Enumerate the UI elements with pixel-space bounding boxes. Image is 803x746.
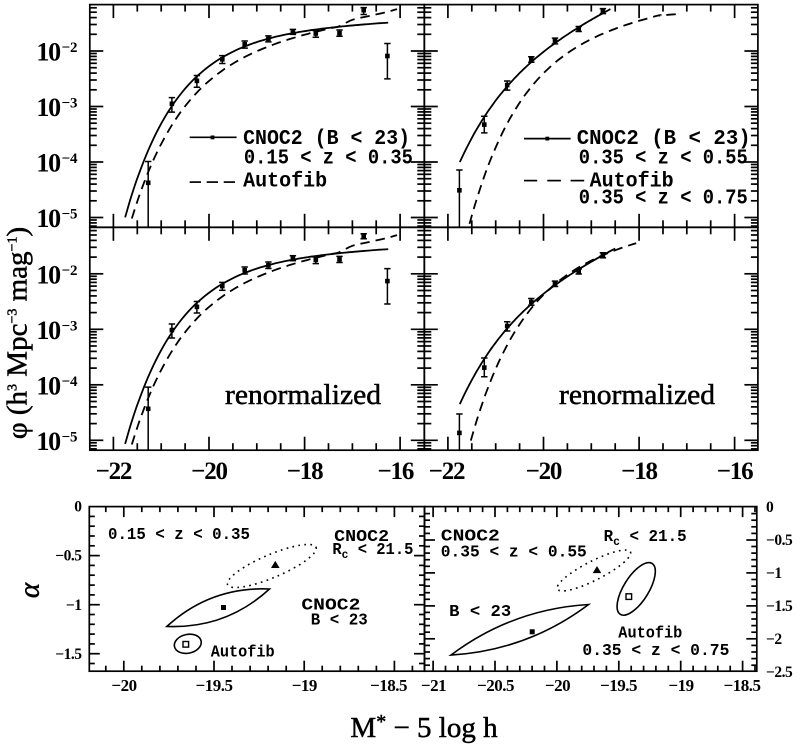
svg-text:−0.5: −0.5: [766, 532, 793, 549]
svg-text:CNOC2: CNOC2: [334, 527, 389, 546]
svg-text:−19: −19: [668, 676, 693, 695]
svg-text:−19.5: −19.5: [196, 676, 233, 695]
svg-text:B < 23: B < 23: [311, 610, 368, 629]
svg-text:0: 0: [766, 499, 774, 516]
svg-text:0.35 < z < 0.75: 0.35 < z < 0.75: [582, 641, 729, 660]
svg-text:−1.5: −1.5: [55, 646, 82, 663]
svg-text:0.15 < z < 0.35: 0.15 < z < 0.35: [244, 148, 413, 171]
svg-text:CNOC2 (B < 23): CNOC2 (B < 23): [577, 128, 751, 151]
svg-text:−0.5: −0.5: [55, 548, 82, 565]
svg-text:−18: −18: [287, 458, 323, 485]
svg-text:−20: −20: [111, 676, 136, 695]
svg-text:−21: −21: [421, 676, 446, 695]
svg-text:10−4: 10 −4: [36, 149, 78, 178]
svg-text:−20.5: −20.5: [477, 676, 514, 695]
svg-text:renormalized: renormalized: [559, 379, 715, 411]
svg-text:−16: −16: [717, 458, 753, 485]
svg-text:−22: −22: [96, 458, 132, 485]
svg-text:M* − 5 log h: M* − 5 log h: [350, 711, 498, 744]
svg-text:φ (h3 Mpc−3 mag−1): φ (h3 Mpc−3 mag−1): [2, 227, 34, 439]
svg-text:−18.5: −18.5: [724, 676, 761, 695]
svg-text:−20: −20: [526, 458, 562, 485]
svg-text:CNOC2: CNOC2: [441, 527, 500, 546]
svg-text:Autofib: Autofib: [618, 624, 682, 643]
svg-text:0.15 < z < 0.35: 0.15 < z < 0.35: [108, 525, 250, 544]
svg-text:−1: −1: [66, 597, 82, 614]
svg-text:−1.5: −1.5: [766, 598, 793, 615]
svg-text:CNOC2 (B < 23): CNOC2 (B < 23): [243, 128, 410, 151]
svg-text:B < 23: B < 23: [449, 602, 511, 621]
svg-text:Autofib: Autofib: [211, 643, 275, 662]
svg-text:0.35 < z < 0.55: 0.35 < z < 0.55: [579, 147, 748, 170]
svg-text:CNOC2: CNOC2: [301, 596, 360, 615]
svg-text:Rc < 21.5: Rc < 21.5: [332, 540, 413, 562]
svg-text:−20: −20: [191, 458, 227, 485]
svg-text:Autofib: Autofib: [243, 171, 327, 194]
svg-text:−2.5: −2.5: [766, 664, 793, 681]
svg-text:Autofib: Autofib: [590, 170, 674, 193]
svg-text:0.35 < z < 0.55: 0.35 < z < 0.55: [441, 543, 587, 562]
svg-text:renormalized: renormalized: [225, 379, 381, 411]
svg-text:−18: −18: [621, 458, 657, 485]
svg-text:0.35 < z < 0.75: 0.35 < z < 0.75: [579, 188, 748, 211]
svg-text:−19: −19: [292, 676, 317, 695]
svg-text:−18.5: −18.5: [370, 676, 407, 695]
svg-text:−2: −2: [766, 631, 782, 648]
svg-text:−16: −16: [377, 458, 413, 485]
svg-text:−19.5: −19.5: [600, 676, 637, 695]
svg-text:Rc < 21.5: Rc < 21.5: [604, 527, 687, 549]
svg-text:−20: −20: [545, 676, 570, 695]
svg-text:−22: −22: [429, 458, 465, 485]
svg-text:0: 0: [74, 499, 82, 516]
svg-text:α: α: [14, 582, 46, 598]
svg-text:10−2: 10 −2: [36, 261, 77, 290]
svg-text:−1: −1: [766, 565, 782, 582]
